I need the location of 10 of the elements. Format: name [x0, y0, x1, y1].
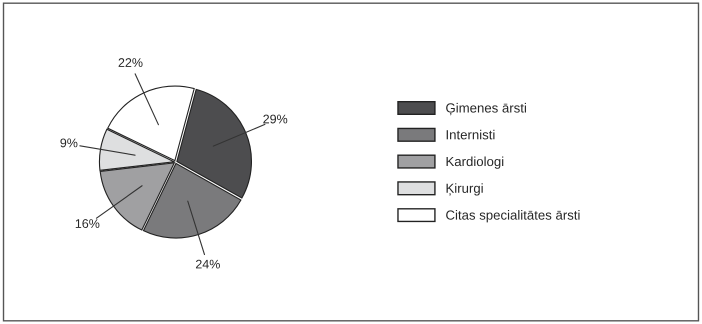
- legend-label: Ķirurgi: [446, 183, 483, 196]
- data-label: 29%: [263, 114, 288, 124]
- data-label: 16%: [76, 219, 100, 228]
- legend-label: Citas specialitātes ārsti: [446, 210, 580, 222]
- legend-label: Internisti: [446, 130, 494, 140]
- data-label: 9%: [60, 138, 78, 148]
- legend-label: Kardiologi: [446, 156, 504, 169]
- data-label: 24%: [196, 260, 220, 269]
- data-label: 22%: [118, 58, 143, 67]
- legend-label: Ģimenes ārsti: [446, 102, 526, 116]
